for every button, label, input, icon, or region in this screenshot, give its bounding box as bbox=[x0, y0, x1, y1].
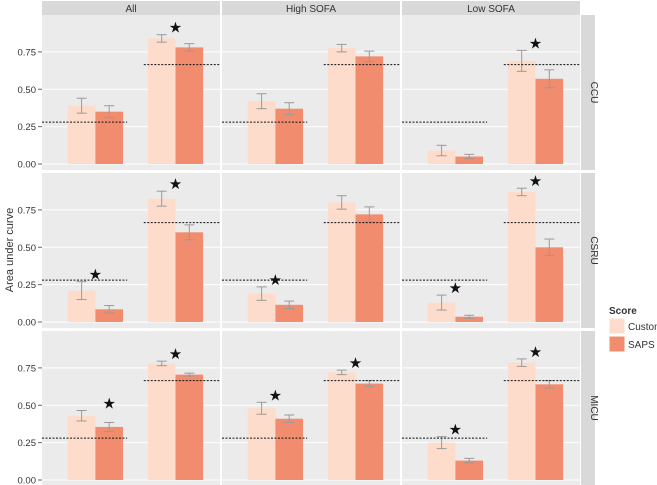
panel-micu-all: ★★ bbox=[42, 331, 220, 485]
significance-star: ★ bbox=[529, 173, 542, 190]
bar-saps bbox=[535, 247, 564, 322]
y-tick-label: 0.25 bbox=[18, 280, 37, 291]
significance-star: ★ bbox=[169, 176, 182, 193]
bar-custom bbox=[427, 302, 456, 322]
y-tick-label: 0.25 bbox=[18, 122, 37, 133]
bar-saps bbox=[455, 156, 483, 164]
bar-saps bbox=[455, 316, 483, 322]
panel-ccu-all: ★ bbox=[42, 15, 220, 170]
bar-custom bbox=[507, 362, 536, 480]
y-tick-label: 0.75 bbox=[18, 47, 37, 58]
significance-star: ★ bbox=[169, 20, 182, 37]
bar-custom bbox=[507, 191, 536, 322]
panel-csru-high-sofa: ★ bbox=[222, 173, 400, 328]
bar-custom bbox=[147, 198, 176, 322]
bar-saps bbox=[275, 304, 303, 322]
row-strip bbox=[581, 173, 595, 328]
significance-star: ★ bbox=[349, 355, 362, 372]
bar-saps bbox=[535, 384, 564, 480]
chart-panels: ★★★★★ ★★★★★★★★ bbox=[42, 15, 580, 485]
legend-title: Score bbox=[609, 306, 637, 317]
y-tick-label: 0.50 bbox=[18, 243, 37, 254]
bar-saps bbox=[355, 56, 384, 164]
bar-custom bbox=[67, 415, 96, 480]
bar-custom bbox=[247, 408, 276, 480]
bar-saps bbox=[95, 426, 123, 480]
column-strip bbox=[402, 1, 580, 15]
row-strip bbox=[581, 331, 595, 485]
bar-saps bbox=[455, 460, 483, 480]
significance-star: ★ bbox=[89, 267, 102, 284]
column-facet-strips: All High SOFA Low SOFA bbox=[42, 1, 580, 15]
significance-star: ★ bbox=[102, 395, 115, 412]
row-strip-label: CCU bbox=[588, 82, 599, 104]
bar-custom bbox=[247, 101, 276, 164]
significance-star: ★ bbox=[269, 387, 282, 404]
bar-custom bbox=[327, 48, 356, 164]
bar-custom bbox=[327, 202, 356, 322]
significance-star: ★ bbox=[269, 272, 282, 289]
significance-star: ★ bbox=[169, 346, 182, 363]
legend-label-saps: SAPS bbox=[628, 340, 655, 351]
panel-csru-all: ★★ bbox=[42, 173, 220, 328]
row-strip bbox=[581, 15, 595, 170]
bar-custom bbox=[427, 150, 456, 164]
bar-custom bbox=[507, 60, 536, 165]
legend-swatch-saps bbox=[608, 335, 626, 353]
column-strip-label: All bbox=[125, 4, 136, 15]
panel-csru-low-sofa: ★★ bbox=[402, 173, 580, 328]
bar-custom bbox=[147, 38, 176, 164]
y-axis-label: Area under curve bbox=[4, 208, 16, 292]
bar-custom bbox=[67, 105, 96, 164]
bar-saps bbox=[355, 383, 384, 480]
panel-micu-high-sofa: ★★ bbox=[222, 331, 400, 485]
legend-swatch-custom bbox=[608, 317, 626, 335]
y-tick-label: 0.50 bbox=[18, 85, 37, 96]
significance-star: ★ bbox=[529, 35, 542, 52]
column-strip-label: High SOFA bbox=[286, 4, 336, 15]
bar-saps bbox=[175, 47, 204, 164]
significance-star: ★ bbox=[529, 344, 542, 361]
row-strip-label: MICU bbox=[588, 395, 599, 421]
column-strip-label: Low SOFA bbox=[467, 4, 515, 15]
bar-custom bbox=[327, 372, 356, 480]
bar-saps bbox=[95, 309, 123, 322]
y-tick-label: 0.75 bbox=[18, 205, 37, 216]
y-axes: 0.00 0.25 0.50 0.75 0.00 0.25 0.50 0.75 0.00 0.25… bbox=[18, 47, 42, 485]
significance-star: ★ bbox=[449, 422, 462, 439]
row-facet-strips: CCU CSRU MICU bbox=[581, 15, 599, 485]
panel-ccu-low-sofa: ★ bbox=[402, 15, 580, 170]
bar-custom bbox=[147, 363, 176, 480]
bar-saps bbox=[275, 418, 303, 480]
y-tick-label: 0.25 bbox=[18, 438, 37, 449]
legend-label-custom: Custom bbox=[628, 322, 657, 333]
y-tick-label: 0.75 bbox=[18, 363, 37, 374]
bar-saps bbox=[175, 232, 204, 322]
bar-saps bbox=[175, 374, 204, 480]
y-tick-label: 0.00 bbox=[18, 160, 37, 171]
bar-saps bbox=[535, 78, 564, 164]
significance-star: ★ bbox=[449, 280, 462, 297]
legend: Score Custom SAPS bbox=[608, 306, 657, 353]
y-tick-label: 0.50 bbox=[18, 401, 37, 412]
column-strip bbox=[222, 1, 400, 15]
y-tick-label: 0.00 bbox=[18, 476, 37, 485]
bar-saps bbox=[95, 111, 123, 164]
row-strip-label: CSRU bbox=[588, 236, 599, 264]
y-tick-label: 0.00 bbox=[18, 318, 37, 329]
bar-saps bbox=[275, 108, 303, 164]
column-strip bbox=[42, 1, 220, 15]
panel-micu-low-sofa: ★★ bbox=[402, 331, 580, 485]
bar-saps bbox=[355, 214, 384, 322]
panel-ccu-high-sofa bbox=[222, 15, 400, 170]
